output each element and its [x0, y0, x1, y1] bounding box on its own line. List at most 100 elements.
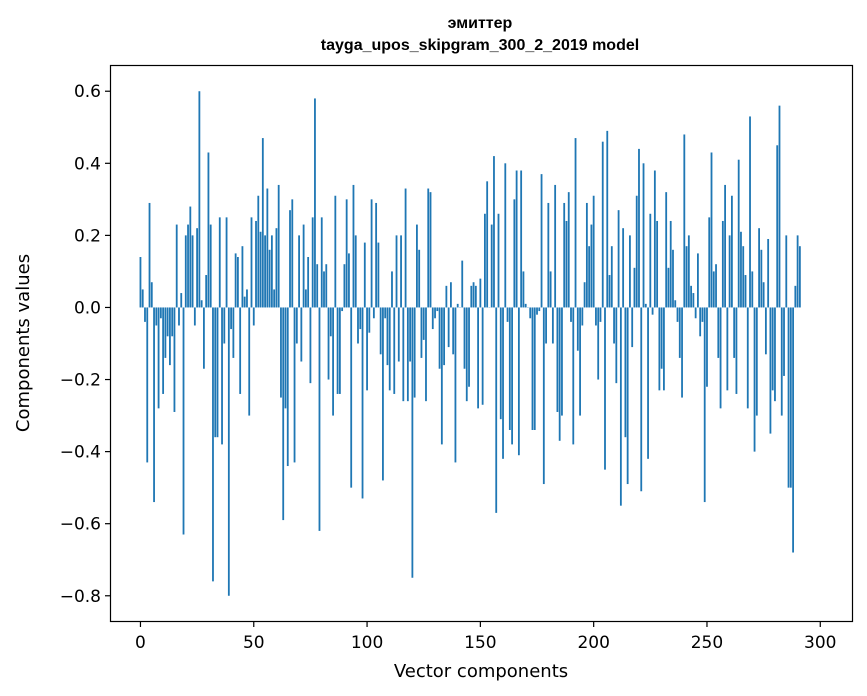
- bar-56: [266, 188, 269, 308]
- bar-146: [470, 285, 473, 308]
- x-axis-label: Vector components: [394, 661, 568, 682]
- bar-158: [497, 213, 500, 308]
- bar-239: [681, 307, 683, 398]
- bar-104: [375, 202, 378, 308]
- bar-253: [712, 271, 715, 308]
- bar-142: [461, 260, 464, 308]
- bar-125: [422, 307, 425, 340]
- bar-67: [291, 199, 294, 308]
- bar-49: [250, 217, 253, 308]
- bar-250: [706, 307, 708, 387]
- y-axis-label: Components values: [13, 254, 34, 432]
- bar-110: [388, 307, 391, 391]
- bar-43: [236, 257, 239, 308]
- bar-5: [150, 282, 153, 308]
- bar-69: [295, 307, 298, 344]
- bar-33: [214, 307, 217, 438]
- y-tick-label: 0.0: [74, 298, 101, 318]
- bar-276: [764, 307, 767, 355]
- bar-223: [644, 303, 647, 308]
- bar-234: [669, 220, 672, 308]
- bar-48: [248, 307, 251, 416]
- bar-193: [576, 307, 579, 351]
- bar-100: [366, 307, 368, 391]
- bar-163: [508, 307, 511, 430]
- bar-136: [447, 307, 450, 348]
- bar-178: [542, 307, 545, 485]
- bar-248: [701, 307, 704, 322]
- bar-225: [649, 213, 652, 308]
- bar-254: [715, 264, 717, 308]
- bar-156: [493, 156, 495, 308]
- bar-9: [159, 307, 162, 319]
- bar-226: [651, 307, 654, 315]
- bar-27: [200, 300, 203, 308]
- bar-255: [717, 307, 720, 358]
- bar-218: [633, 267, 636, 308]
- y-tick-label: −0.6: [60, 515, 101, 535]
- bar-167: [517, 307, 520, 456]
- bar-281: [776, 145, 779, 308]
- bar-180: [547, 202, 550, 308]
- bar-189: [567, 192, 570, 308]
- bar-103: [372, 307, 375, 319]
- bar-98: [361, 307, 364, 499]
- bar-31: [209, 224, 212, 308]
- bar-217: [631, 307, 634, 348]
- bar-34: [216, 307, 219, 438]
- x-tick-label: 50: [243, 633, 265, 653]
- bar-191: [572, 307, 575, 445]
- bar-184: [556, 307, 559, 412]
- bar-35: [218, 217, 221, 308]
- bar-220: [638, 148, 640, 308]
- bar-4: [148, 202, 151, 308]
- bar-198: [588, 246, 591, 308]
- bar-232: [665, 192, 668, 308]
- bar-227: [653, 170, 656, 308]
- bar-187: [563, 202, 566, 308]
- bar-150: [479, 278, 482, 308]
- bar-63: [282, 307, 285, 521]
- bar-70: [298, 235, 300, 308]
- x-axis-ticks: 0 50 100 150 200 250 300: [135, 621, 837, 653]
- bar-194: [579, 307, 581, 416]
- bar-173: [531, 307, 534, 430]
- chart-title-line-1: эмиттер: [448, 15, 513, 32]
- bar-242: [687, 235, 690, 308]
- bar-179: [545, 307, 547, 344]
- bar-172: [529, 307, 532, 319]
- bar-237: [676, 307, 679, 322]
- y-axis-ticks: −0.8 −0.6 −0.4 −0.2 0.0 0.2 0.4 0.6: [60, 82, 111, 607]
- bar-210: [615, 307, 618, 384]
- bar-119: [409, 307, 412, 362]
- bar-38: [225, 217, 228, 308]
- bar-41: [232, 307, 235, 358]
- y-tick-label: −0.4: [60, 443, 101, 463]
- bar-3: [146, 307, 149, 463]
- bar-8: [157, 307, 160, 409]
- y-tick-label: −0.2: [60, 371, 101, 391]
- bar-174: [533, 307, 536, 430]
- bar-112: [393, 307, 396, 394]
- bar-138: [452, 307, 455, 355]
- bar-83: [327, 307, 330, 380]
- bar-208: [610, 246, 613, 308]
- bar-61: [277, 184, 280, 308]
- bar-14: [171, 307, 174, 337]
- bar-285: [785, 235, 788, 308]
- bar-55: [264, 235, 266, 308]
- bar-148: [474, 285, 477, 308]
- bar-268: [746, 307, 749, 409]
- bar-22: [189, 206, 192, 308]
- bar-40: [230, 307, 232, 330]
- bar-224: [647, 307, 649, 459]
- bar-64: [284, 307, 287, 409]
- bar-160: [502, 307, 504, 459]
- bar-205: [604, 307, 606, 470]
- bar-37: [223, 307, 226, 344]
- bar-207: [608, 275, 611, 308]
- bar-47: [246, 289, 248, 308]
- bar-44: [239, 307, 242, 394]
- bar-95: [354, 235, 357, 308]
